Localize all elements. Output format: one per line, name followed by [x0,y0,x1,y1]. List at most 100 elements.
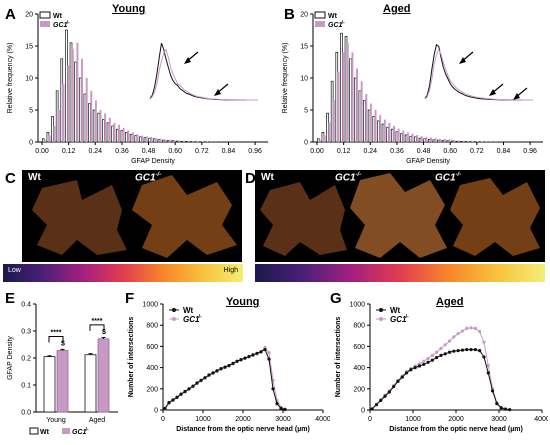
chart-b-bar-gc1 [328,122,331,142]
chart-g-point-wt [409,368,413,372]
chart-b-bar-gc1 [420,136,423,142]
panel-letter-a: A [5,6,16,23]
chart-g-point-wt [452,349,456,353]
chart-a-bar-gc1 [85,78,88,142]
chart-g-point-wt [430,358,434,362]
chart-e-bar-wt [84,354,97,413]
chart-g-point-wt [478,349,482,353]
chart-b-ytick-label: 0 [304,140,308,147]
image-label-wt-d: Wt [261,172,274,183]
chart-b-bar-wt [464,141,468,143]
chart-e-category-label: Young [46,417,66,424]
chart-g: 0 200 400 600 800 1000 0 1000 2000 3000 4000 Distan… [335,302,548,434]
chart-b-bar-gc1 [439,138,442,142]
chart-f-ytick-label: 400 [146,365,158,372]
chart-g-xlabel: Distance from the optic nerve head (µm) [389,426,523,433]
chart-g-point-gc1 [430,353,434,358]
chart-g-point-wt [482,355,486,359]
panel-letter-b: B [284,6,295,23]
panel-letter-d: D [245,170,256,187]
chart-f-point-wt [215,369,219,373]
chart-a-xtick-label: 0.84 [222,148,236,155]
chart-g-point-wt [392,385,396,389]
chart-b-bar-gc1 [402,130,405,142]
chart-g-point-gc1 [478,329,482,334]
chart-e-bar-wt [43,356,56,413]
chart-b-bar-wt [321,132,325,143]
chart-a-bar-gc1 [155,138,158,142]
colorbar-high: High [223,267,238,274]
chart-g-point-gc1 [460,329,465,333]
chart-b-xtick-label: 0.84 [497,148,511,155]
chart-f-point-wt [267,357,271,361]
chart-a-bar-gc1 [150,136,153,142]
chart-b-bar-gc1 [379,115,382,142]
chart-g-point-wt [443,352,447,356]
chart-f-point-wt [167,400,171,405]
chart-f-point-wt [187,387,191,391]
chart-b-bar-wt [441,140,445,143]
chart-b-bar-gc1 [365,94,368,142]
chart-b-bar-wt [381,123,385,143]
chart-g-point-wt [422,362,426,367]
chart-a-bar-wt [88,103,91,143]
chart-a-xtick-label: 0.24 [88,148,102,155]
chart-a-bar-wt [41,138,45,143]
chart-a-ytick-label: 15 [25,44,33,51]
chart-b-xtick-label: 0.96 [523,148,537,155]
chart-b-bar-gc1 [383,119,386,142]
chart-g-point-wt [447,350,452,354]
chart-a-bar-gc1 [182,140,185,142]
chart-b-bar-gc1 [351,52,354,142]
panel-f-title: Young [226,296,260,308]
chart-f-point-wt [247,354,251,359]
chart-b-legend-gc1-sup: -/- [340,20,345,26]
chart-g-point-gc1 [435,350,439,354]
chart-e-legend-gc1-label: GC1 [72,429,87,436]
chart-g-point-wt [370,407,374,411]
chart-a-bar-gc1 [57,110,60,142]
chart-a-bar-gc1 [168,139,171,142]
chart-a-bar-gc1 [196,141,199,142]
chart-a-bar-gc1 [122,127,125,142]
chart-a-bar-wt [120,130,124,143]
chart-e-significance: **** [92,318,103,325]
chart-g-legend-gc1-marker [379,317,383,321]
chart-b-xtick-label: 0.36 [390,148,404,155]
chart-a-bar-gc1 [178,140,181,142]
chart-f-ytick-label: 800 [146,323,158,330]
chart-b-bar-gc1 [411,133,414,142]
chart-a-legend-wt-label: Wt [53,13,63,20]
chart-b-xtick-label: 0.60 [443,148,457,155]
chart-f-point-wt [211,371,215,375]
chart-b-bar-wt [363,100,366,143]
chart-b-legend-wt-label: Wt [328,13,338,20]
chart-b-bar-gc1 [397,128,400,142]
chart-g-point-gc1 [422,359,426,363]
chart-a-bar-wt [51,116,54,143]
chart-b-bar-gc1 [323,135,326,142]
chart-e-significance: **** [51,329,62,336]
chart-b-bar-gc1 [346,42,349,142]
chart-e-ylabel: GFAP Density [7,336,14,380]
chart-e-dollar: $ [61,340,65,347]
chart-g-ytick-label: 0 [361,408,365,415]
chart-b-bar-wt [367,109,371,143]
chart-b-bar-wt [446,140,450,143]
chart-a-xtick-label: 0.60 [168,148,182,155]
chart-g-legend-gc1-sup: -/- [404,314,409,320]
chart-a-bar-gc1 [136,134,139,142]
chart-a-bar-gc1 [131,132,134,142]
chart-b-bar-wt [349,58,352,143]
chart-b-bar-wt [404,134,408,143]
chart-g-point-wt [413,366,417,370]
chart-a-bar-wt [139,136,142,143]
chart-g-point-gc1 [426,356,430,361]
chart-a-xtick-label: 0.48 [142,148,156,155]
chart-a-bar-gc1 [44,140,47,142]
chart-b-bar-gc1 [453,140,456,142]
chart-g-point-wt [495,402,499,406]
chart-g-point-wt [404,371,409,375]
chart-f-point-wt [235,359,239,363]
chart-e-bracket [48,335,64,343]
